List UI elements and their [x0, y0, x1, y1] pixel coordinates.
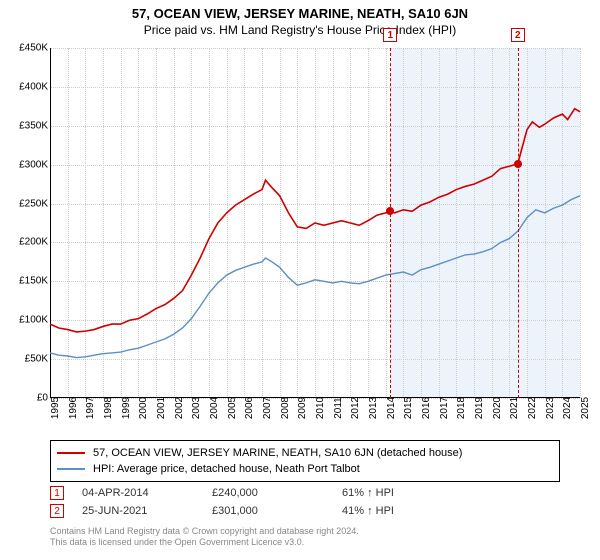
sale-marker-icon: 2: [50, 504, 64, 518]
x-tick-label: 2002: [174, 397, 185, 419]
y-tick-label: £200K: [0, 237, 48, 248]
y-tick-label: £0: [0, 393, 48, 404]
series-svg: [50, 48, 580, 398]
x-tick-label: 2022: [527, 397, 538, 419]
attribution-footer: Contains HM Land Registry data © Crown c…: [50, 526, 570, 549]
x-tick-label: 2010: [315, 397, 326, 419]
chart-container: 57, OCEAN VIEW, JERSEY MARINE, NEATH, SA…: [0, 0, 600, 560]
legend-swatch-property: [57, 452, 85, 454]
x-tick-label: 2025: [580, 397, 591, 419]
x-tick-label: 2012: [350, 397, 361, 419]
footer-line: Contains HM Land Registry data © Crown c…: [50, 526, 570, 537]
x-tick-label: 2007: [262, 397, 273, 419]
x-tick-label: 2017: [439, 397, 450, 419]
x-tick-label: 2001: [156, 397, 167, 419]
y-tick-label: £450K: [0, 43, 48, 54]
series-line: [50, 109, 580, 332]
sale-price: £240,000: [212, 487, 342, 499]
sale-delta: 61% ↑ HPI: [342, 487, 472, 499]
sale-marker-line: [518, 48, 519, 398]
footer-line: This data is licensed under the Open Gov…: [50, 537, 570, 548]
x-tick-label: 2021: [509, 397, 520, 419]
sale-delta: 41% ↑ HPI: [342, 505, 472, 517]
x-tick-label: 2018: [456, 397, 467, 419]
x-tick-label: 1997: [85, 397, 96, 419]
legend-swatch-hpi: [57, 468, 85, 470]
sale-row: 1 04-APR-2014 £240,000 61% ↑ HPI: [50, 484, 560, 502]
x-tick-label: 1996: [68, 397, 79, 419]
x-tick-label: 2024: [562, 397, 573, 419]
plot-area: £0£50K£100K£150K£200K£250K£300K£350K£400…: [50, 48, 580, 398]
y-tick-label: £300K: [0, 159, 48, 170]
x-tick-label: 2016: [421, 397, 432, 419]
sale-marker-box: 1: [383, 28, 397, 42]
x-tick-label: 2009: [297, 397, 308, 419]
x-tick-label: 1999: [121, 397, 132, 419]
sale-date: 25-JUN-2021: [82, 505, 212, 517]
x-tick-label: 2014: [386, 397, 397, 419]
x-tick-label: 2004: [209, 397, 220, 419]
y-tick-label: £350K: [0, 120, 48, 131]
x-tick-label: 2020: [492, 397, 503, 419]
legend-box: 57, OCEAN VIEW, JERSEY MARINE, NEATH, SA…: [50, 440, 560, 482]
sale-price: £301,000: [212, 505, 342, 517]
sale-dot: [386, 207, 394, 215]
x-tick-label: 2006: [244, 397, 255, 419]
x-tick-label: 2005: [227, 397, 238, 419]
y-tick-label: £50K: [0, 354, 48, 365]
series-line: [50, 196, 580, 358]
y-tick-label: £150K: [0, 276, 48, 287]
x-tick-label: 2003: [191, 397, 202, 419]
y-tick-label: £100K: [0, 315, 48, 326]
x-tick-label: 2013: [368, 397, 379, 419]
gridline-v: [580, 48, 581, 398]
x-tick-label: 1995: [50, 397, 61, 419]
sale-marker-box: 2: [511, 28, 525, 42]
legend-row-property: 57, OCEAN VIEW, JERSEY MARINE, NEATH, SA…: [57, 445, 553, 461]
x-tick-label: 2023: [545, 397, 556, 419]
sale-marker-icon: 1: [50, 486, 64, 500]
x-tick-label: 2011: [333, 397, 344, 419]
y-tick-label: £250K: [0, 198, 48, 209]
sale-dot: [514, 160, 522, 168]
x-tick-label: 2019: [474, 397, 485, 419]
legend-row-hpi: HPI: Average price, detached house, Neat…: [57, 461, 553, 477]
x-tick-label: 2000: [138, 397, 149, 419]
y-tick-label: £400K: [0, 81, 48, 92]
x-tick-label: 2015: [403, 397, 414, 419]
chart-title: 57, OCEAN VIEW, JERSEY MARINE, NEATH, SA…: [0, 6, 600, 21]
x-tick-label: 1998: [103, 397, 114, 419]
legend-label-hpi: HPI: Average price, detached house, Neat…: [93, 463, 360, 475]
sale-marker-line: [390, 48, 391, 398]
sales-table: 1 04-APR-2014 £240,000 61% ↑ HPI 2 25-JU…: [50, 484, 560, 520]
legend-label-property: 57, OCEAN VIEW, JERSEY MARINE, NEATH, SA…: [93, 447, 462, 459]
sale-date: 04-APR-2014: [82, 487, 212, 499]
x-tick-label: 2008: [280, 397, 291, 419]
sale-row: 2 25-JUN-2021 £301,000 41% ↑ HPI: [50, 502, 560, 520]
